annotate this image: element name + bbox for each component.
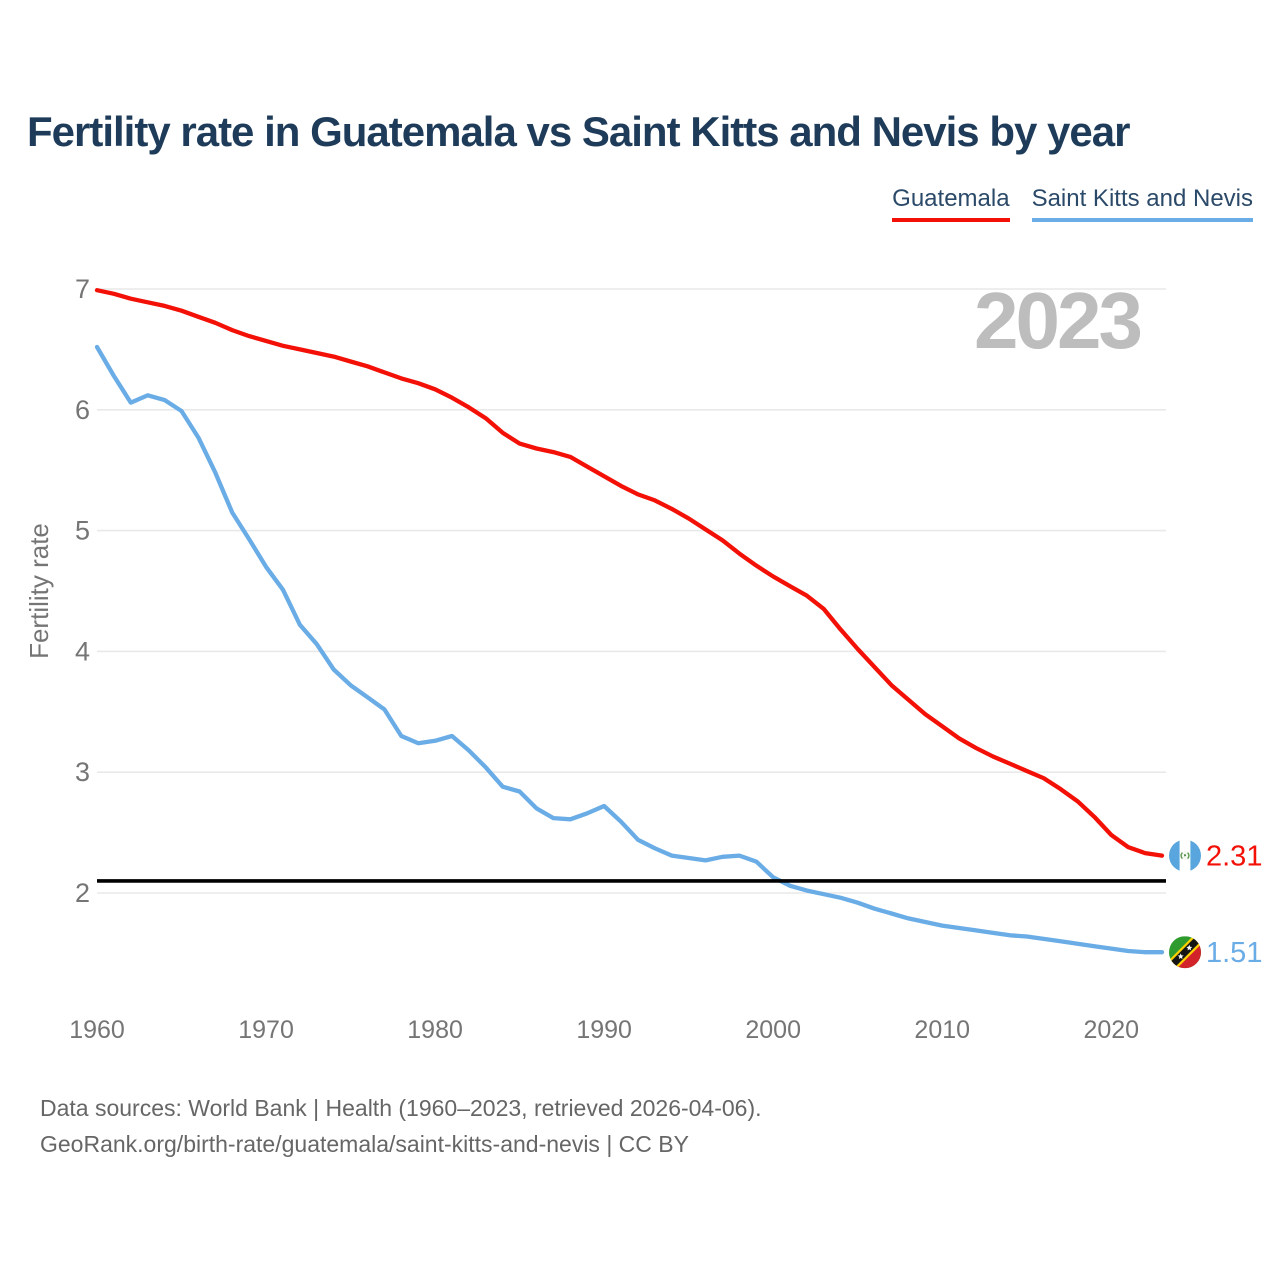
legend-item-guatemala[interactable]: Guatemala [892, 185, 1010, 222]
x-tick-label-1970: 1970 [238, 1016, 294, 1044]
legend-item-saint-kitts-and-nevis[interactable]: Saint Kitts and Nevis [1031, 185, 1253, 222]
x-tick-label-2020: 2020 [1083, 1016, 1139, 1044]
legend-label-guatemala: Guatemala [892, 185, 1010, 212]
y-tick-label-3: 3 [75, 757, 90, 787]
y-tick-label-4: 4 [75, 636, 90, 666]
legend-label-saint-kitts-and-nevis: Saint Kitts and Nevis [1031, 185, 1253, 212]
y-tick-label-2: 2 [75, 878, 90, 908]
footer-data-sources: Data sources: World Bank | Health (1960–… [40, 1095, 762, 1121]
x-tick-label-1990: 1990 [576, 1016, 632, 1044]
saint-kitts-and-nevis-line[interactable] [94, 344, 1165, 955]
saint-kitts-and-nevis-end-value: 1.51 [1206, 937, 1262, 969]
guatemala-end-value: 2.31 [1206, 841, 1262, 873]
watermark-year: 2023 [974, 276, 1140, 365]
footer: Data sources: World Bank | Health (1960–… [40, 1090, 762, 1162]
y-axis-title: Fertility rate [24, 523, 54, 659]
legend: Guatemala Saint Kitts and Nevis [892, 185, 1253, 222]
footer-attribution: GeoRank.org/birth-rate/guatemala/saint-k… [40, 1131, 689, 1157]
guatemala-flag-icon [1169, 839, 1201, 872]
x-tick-label-2000: 2000 [745, 1016, 801, 1044]
guatemala-line[interactable] [94, 288, 1165, 858]
y-tick-label-7: 7 [75, 274, 90, 304]
x-tick-label-1980: 1980 [407, 1016, 463, 1044]
page-title: Fertility rate in Guatemala vs Saint Kit… [27, 108, 1130, 155]
annotation-layer: 2.31 1.51 [97, 839, 1262, 969]
grid-layer: 2 3 4 5 6 7 1960 1970 1980 1990 2000 2010 2020 [69, 274, 1166, 1044]
saint-kitts-and-nevis-flag-icon [1169, 936, 1201, 969]
series-layer [94, 288, 1165, 955]
y-tick-label-6: 6 [75, 395, 90, 425]
x-tick-label-1960: 1960 [69, 1016, 125, 1044]
x-tick-label-2010: 2010 [914, 1016, 970, 1044]
y-tick-label-5: 5 [75, 516, 90, 546]
